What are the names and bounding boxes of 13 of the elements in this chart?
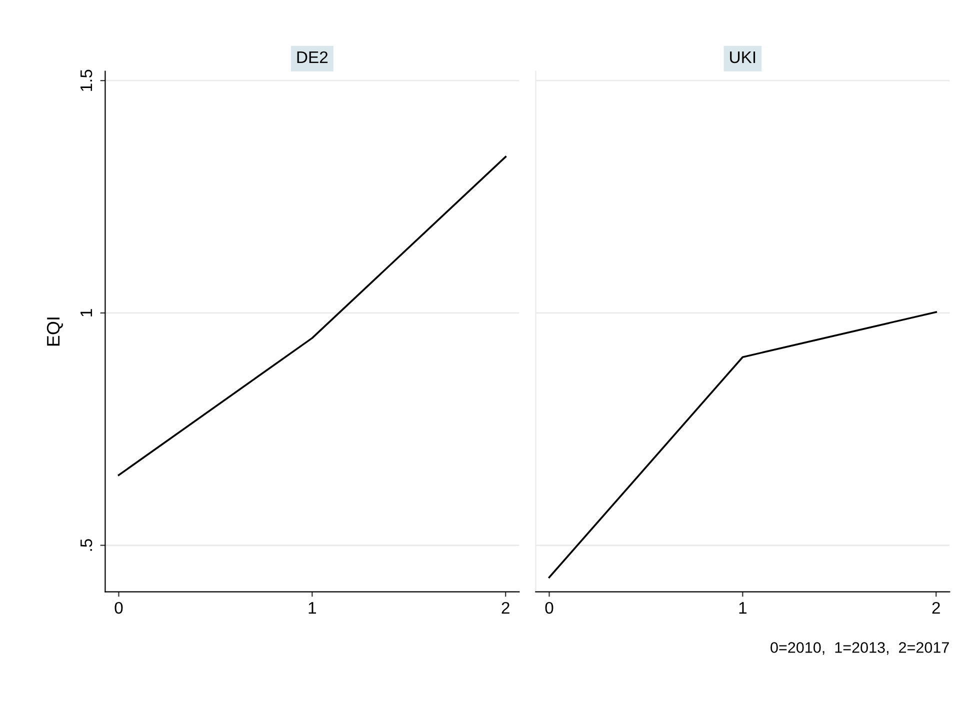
x-tick-label: 0 <box>545 602 554 614</box>
text: 0=2010, 1=2013, 2=2017 <box>770 642 949 655</box>
y-axis-title: EQI <box>46 318 63 346</box>
x-tick-label: 0 <box>114 602 123 614</box>
chart-title: UKI <box>730 52 756 64</box>
y-tick-label: 1 <box>80 309 92 316</box>
x-tick-label: 2 <box>932 602 940 614</box>
x-tick-label: 1 <box>308 602 316 614</box>
y-tick-label: 1.5 <box>80 70 92 91</box>
chart-title: DE2 <box>297 51 328 63</box>
y-tick-label: .5 <box>80 539 92 551</box>
x-tick-label: 1 <box>739 602 746 614</box>
x-tick-label: 2 <box>502 602 510 614</box>
